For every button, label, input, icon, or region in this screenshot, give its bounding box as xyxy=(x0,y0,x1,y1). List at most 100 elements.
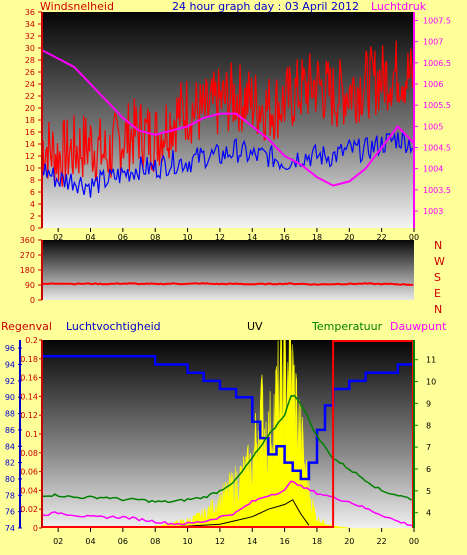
wind-axis-tick-label: 18 xyxy=(25,116,35,125)
wind-x-tick-label: 02 xyxy=(53,233,63,242)
humidity-x-tick-label: 22 xyxy=(377,537,387,546)
pressure-axis-tick-label: 1007 xyxy=(423,38,443,47)
rain-axis-tick-label: 0 xyxy=(33,524,38,533)
direction-axis-tick-label: 0 xyxy=(30,296,35,305)
direction-panel-background xyxy=(42,240,414,300)
temperature-axis-tick-label: 10 xyxy=(426,378,436,387)
wind-axis-tick-label: 22 xyxy=(25,92,35,101)
wind-x-tick-label: 14 xyxy=(247,233,257,242)
humidity-axis-tick-label: 86 xyxy=(5,426,15,435)
direction-label-n-top: N xyxy=(434,239,443,252)
wind-axis-tick-label: 2 xyxy=(30,212,35,221)
pressure-axis-tick-label: 1006 xyxy=(423,80,443,89)
direction-axis-tick-label: 270 xyxy=(20,251,35,260)
wind-speed-label: Windsnelheid xyxy=(40,0,114,13)
wind-axis-tick-label: 24 xyxy=(25,80,35,89)
humidity-x-tick-label: 14 xyxy=(247,537,257,546)
humidity-axis-tick-label: 90 xyxy=(5,393,15,402)
rain-axis-tick-label: 0.16 xyxy=(20,374,38,383)
humidity-axis-tick-label: 94 xyxy=(5,361,15,370)
humidity-axis-tick-label: 78 xyxy=(5,491,15,500)
wind-x-tick-label: 00 xyxy=(409,233,419,242)
humidity-x-tick-label: 16 xyxy=(280,537,290,546)
wind-axis-tick-label: 28 xyxy=(25,56,35,65)
rain-axis-tick-label: 0.12 xyxy=(20,411,38,420)
rain-axis-tick-label: 0.2 xyxy=(25,336,38,345)
humidity-x-tick-label: 10 xyxy=(182,537,192,546)
wind-direction-series xyxy=(41,282,414,286)
wind-axis-tick-label: 32 xyxy=(25,32,35,41)
temperature-axis-tick-label: 5 xyxy=(426,487,431,496)
wind-x-tick-label: 18 xyxy=(312,233,322,242)
wind-gust-series xyxy=(42,40,414,187)
pressure-axis-tick-label: 1006.5 xyxy=(423,59,451,68)
chart-title: 24 hour graph day : 03 April 2012 xyxy=(172,0,359,13)
solar-series xyxy=(155,499,310,528)
wind-x-tick-label: 16 xyxy=(280,233,290,242)
temperature-label: Temperatuur xyxy=(312,320,383,333)
temperature-axis-tick-label: 8 xyxy=(426,421,431,430)
rain-axis-tick-label: 0.06 xyxy=(20,468,38,477)
wind-axis-tick-label: 12 xyxy=(25,152,35,161)
direction-axis-tick-label: 90 xyxy=(25,281,35,290)
pressure-axis-tick-label: 1007.5 xyxy=(423,16,451,25)
rain-label: Regenval xyxy=(1,320,52,333)
wind-x-tick-label: 12 xyxy=(215,233,225,242)
humidity-x-tick-label: 00 xyxy=(409,537,419,546)
pressure-axis-tick-label: 1004.5 xyxy=(423,144,451,153)
rain-axis-tick-label: 0.14 xyxy=(20,392,38,401)
humidity-axis-tick-label: 92 xyxy=(5,377,15,386)
wind-axis-tick-label: 0 xyxy=(30,224,35,233)
wind-axis-tick-label: 20 xyxy=(25,104,35,113)
pressure-axis-tick-label: 1004 xyxy=(423,165,443,174)
humidity-x-tick-label: 02 xyxy=(53,537,63,546)
wind-average-series xyxy=(42,131,413,198)
humidity-axis-tick-label: 96 xyxy=(5,344,15,353)
wind-axis-tick-label: 30 xyxy=(25,44,35,53)
direction-label-s: S xyxy=(434,271,441,284)
humidity-label: Luchtvochtigheid xyxy=(66,320,161,333)
pressure-axis-tick-label: 1003 xyxy=(423,207,443,216)
uv-series xyxy=(154,340,350,528)
humidity-x-tick-label: 12 xyxy=(215,537,225,546)
temperature-series xyxy=(42,394,414,504)
humidity-axis-tick-label: 76 xyxy=(5,508,15,517)
humidity-axis-tick-label: 84 xyxy=(5,442,15,451)
rain-axis-tick-label: 0.1 xyxy=(25,430,38,439)
humidity-x-tick-label: 08 xyxy=(150,537,160,546)
wind-x-tick-label: 04 xyxy=(85,233,95,242)
temperature-axis-tick-label: 6 xyxy=(426,465,431,474)
humidity-series xyxy=(42,355,414,481)
humidity-x-tick-label: 20 xyxy=(344,537,354,546)
uv-label: UV xyxy=(247,320,263,333)
rain-axis-tick-label: 0.04 xyxy=(20,486,38,495)
wind-axis-tick-label: 10 xyxy=(25,164,35,173)
wind-axis-tick-label: 36 xyxy=(25,8,35,17)
pressure-axis-tick-label: 1003.5 xyxy=(423,186,451,195)
temperature-axis-tick-label: 9 xyxy=(426,399,431,408)
temperature-axis-tick-label: 7 xyxy=(426,443,431,452)
wind-x-tick-label: 22 xyxy=(377,233,387,242)
humidity-axis-tick-label: 82 xyxy=(5,459,15,468)
humidity-axis-tick-label: 74 xyxy=(5,524,15,533)
temperature-axis-tick-label: 11 xyxy=(426,356,436,365)
direction-label-e: E xyxy=(434,287,441,300)
direction-axis-tick-label: 180 xyxy=(20,266,35,275)
humidity-axis-tick-label: 80 xyxy=(5,475,15,484)
rain-series xyxy=(42,340,414,528)
direction-label-w: W xyxy=(434,255,445,268)
wind-x-tick-label: 08 xyxy=(150,233,160,242)
pressure-series xyxy=(42,49,414,187)
temperature-axis-tick-label: 4 xyxy=(426,509,431,518)
humidity-axis-tick-label: 88 xyxy=(5,410,15,419)
wind-axis-tick-label: 26 xyxy=(25,68,35,77)
humidity-x-tick-label: 18 xyxy=(312,537,322,546)
wind-axis-tick-label: 14 xyxy=(25,140,35,149)
wind-axis-tick-label: 6 xyxy=(30,188,35,197)
humidity-x-tick-label: 06 xyxy=(118,537,128,546)
direction-axis-tick-label: 360 xyxy=(20,236,35,245)
wind-x-tick-label: 06 xyxy=(118,233,128,242)
dewpoint-label: Dauwpunt xyxy=(390,320,447,333)
dewpoint-series xyxy=(42,480,414,527)
pressure-label: Luchtdruk xyxy=(371,0,427,13)
